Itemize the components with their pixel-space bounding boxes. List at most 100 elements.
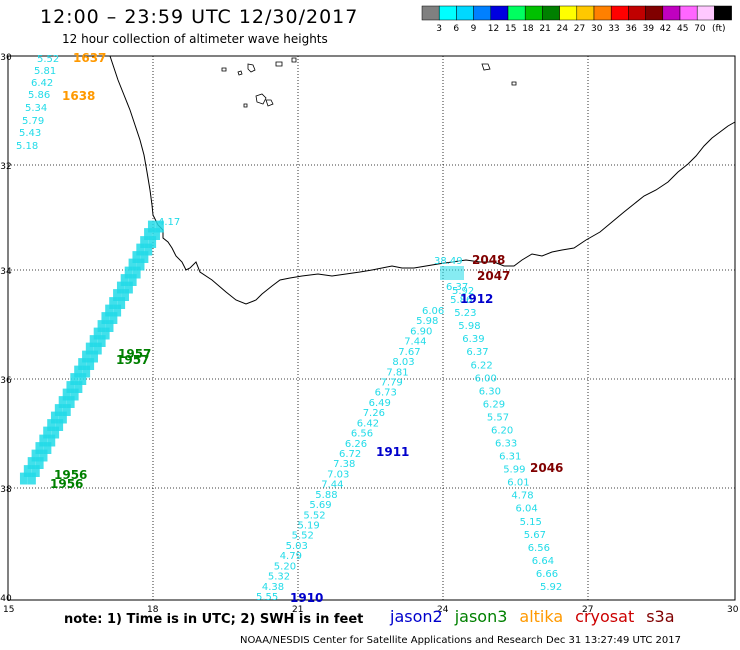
lake-shape <box>265 99 274 107</box>
colorbar-tick-label: 30 <box>591 24 603 34</box>
colorbar-swatch <box>714 5 732 21</box>
wave-value-dense: █ <box>39 449 48 462</box>
colorbar-tick-label: 18 <box>522 24 534 34</box>
legend-cryosat: cryosat <box>575 607 635 626</box>
wave-value-dense: █ <box>105 319 114 332</box>
satellite-legend: jason2 jason3 altika cryosat s3a <box>390 607 687 626</box>
wave-value: 6.30 <box>479 386 501 397</box>
wave-value-dense: █ <box>54 419 63 432</box>
wave-value-dense: █ <box>31 449 40 462</box>
colorbar-swatch <box>696 5 715 21</box>
wave-value-dense: █ <box>116 281 125 294</box>
colorbar-swatch <box>456 5 474 21</box>
wave-value: 6.42 <box>357 418 379 429</box>
wave-value-dense: █ <box>109 312 118 325</box>
wave-value-dense: █ <box>35 457 44 470</box>
wave-value: 5.20 <box>274 561 296 572</box>
colorbar-swatch <box>507 5 526 21</box>
wave-value: 5.19 <box>298 521 320 532</box>
colorbar-tick-label: 70 <box>694 24 706 34</box>
wave-value: 5.55 <box>256 592 278 603</box>
wave-value: 6.37 <box>466 347 488 358</box>
colorbar-swatch <box>593 5 612 21</box>
colorbar-swatch <box>679 5 698 21</box>
wave-value-dense: █ <box>120 289 129 302</box>
jason3-track-west: 4.17 ███████████████████████████████████… <box>19 217 180 485</box>
wave-value-dense: █ <box>128 274 137 287</box>
wave-value-dense: █ <box>81 365 90 378</box>
wave-value: 5.52 <box>303 510 325 521</box>
wave-value-dense: █ <box>147 235 156 248</box>
colorbar-tick-label: 9 <box>471 24 477 34</box>
wave-value: 6.64 <box>532 556 554 567</box>
wave-value: 6.26 <box>345 439 367 450</box>
wave-value-dense: █ <box>69 373 78 386</box>
colorbar-tick-label: 6 <box>453 24 459 34</box>
wave-value-dense: █ <box>62 388 71 401</box>
legend-jason2: jason2 <box>390 607 443 626</box>
legend-s3a: s3a <box>646 607 675 626</box>
wave-value-dense: █ <box>97 335 106 348</box>
wave-value-dense: █ <box>132 251 141 264</box>
inland-features <box>221 57 517 108</box>
wave-value-dense: █ <box>97 319 106 332</box>
colorbar-swatch <box>628 5 646 21</box>
wave-value: 5.43 <box>19 128 41 139</box>
lake-shape <box>275 61 283 67</box>
time-label-s3a-2047: 2047 <box>477 269 510 283</box>
wave-value-dense: █ <box>101 327 110 340</box>
lat-tick-32: -32 <box>0 162 12 172</box>
wave-value-dense: █ <box>89 350 98 363</box>
jason2-track-center: 6.065.986.907.447.678.037.817.796.736.49… <box>256 306 444 603</box>
wave-value: 5.69 <box>309 500 331 511</box>
wave-value-dense: █ <box>140 251 149 264</box>
wave-value-dense: █ <box>132 266 141 279</box>
wave-value: 6.00 <box>475 373 497 384</box>
time-label-s3a-2048: 2048 <box>472 253 505 267</box>
wave-value: 6.06 <box>422 306 444 317</box>
wave-value: 5.79 <box>22 116 44 127</box>
wave-value-dense: █ <box>23 464 32 477</box>
wave-value: 6.42 <box>31 78 53 89</box>
colorbar-swatch <box>473 5 492 21</box>
time-label-jason2-1911: 1911 <box>376 445 409 459</box>
lake-shape <box>511 81 517 86</box>
colorbar-tick-label: 12 <box>488 24 499 34</box>
wave-value-dense: █ <box>85 358 94 371</box>
lat-tick-36: -36 <box>0 376 12 386</box>
colorbar-swatch <box>559 5 578 21</box>
colorbar-tick-label: 27 <box>574 24 585 34</box>
lake-shape <box>247 63 256 73</box>
wave-value: 5.23 <box>454 308 476 319</box>
wave-value: 4.78 <box>511 491 533 502</box>
wave-value: 7.81 <box>386 367 408 378</box>
wave-value-dense: █ <box>89 335 98 348</box>
wave-value: 5.67 <box>524 530 546 541</box>
time-label-altika-1637: 1637 <box>73 51 106 65</box>
lat-tick-38: -38 <box>0 485 12 495</box>
wave-value-dense: █ <box>151 228 160 241</box>
lon-tick-24: 24 <box>437 605 449 615</box>
time-label-jason3-1956b: 1956 <box>50 477 83 491</box>
colorbar-swatch <box>421 5 440 21</box>
lon-tick-21: 21 <box>292 605 303 615</box>
wave-value-dense: █ <box>143 228 152 241</box>
wave-value-dense: █ <box>104 304 113 317</box>
wave-value-dense: █ <box>93 342 102 355</box>
wave-value: 6.73 <box>375 388 397 399</box>
wave-value-dense: █ <box>66 380 75 393</box>
lake-shape <box>481 63 491 71</box>
wave-value: 6.22 <box>471 360 493 371</box>
colorbar-tick-label: 45 <box>677 24 688 34</box>
wave-value-dense: █ <box>42 426 51 439</box>
wave-value-dense: █ <box>58 396 67 409</box>
wave-value-dense: █ <box>19 472 28 485</box>
wave-value-dense: █ <box>27 457 36 470</box>
wave-value: 7.38 <box>333 459 355 470</box>
wave-value: 7.44 <box>321 480 343 491</box>
colorbar-legend: 3 6 9 12 15 18 21 24 27 30 33 36 39 42 45 70 <box>421 5 732 34</box>
s3a-track-east: 6.37 5.86 5.23 5.98 6.39 6.37 6.22 6.00 6.30 6.29… <box>446 282 562 593</box>
wave-value: 6.29 <box>483 399 505 410</box>
wave-value-dense: █ <box>116 296 125 309</box>
wave-value: 7.03 <box>327 469 349 480</box>
